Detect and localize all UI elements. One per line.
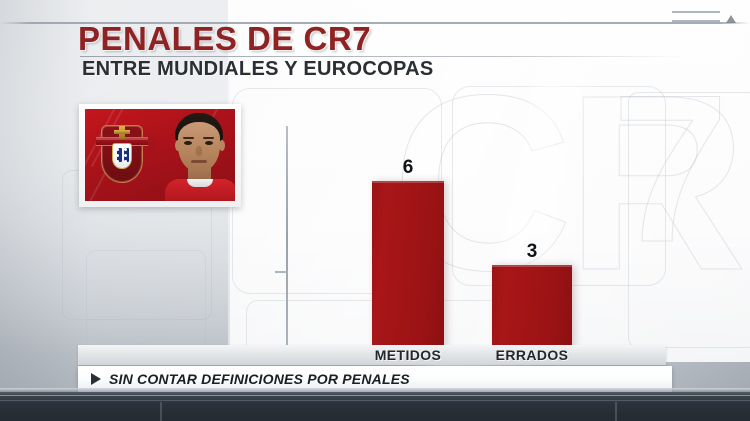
player-photo-frame <box>79 104 241 207</box>
two-lines-triangle-icon <box>660 6 744 32</box>
crest-bezants <box>114 145 130 167</box>
footnote-banner: SIN CONTAR DEFINICIONES POR PENALES <box>78 366 672 392</box>
portrait-nose <box>196 146 202 156</box>
category-label-strip <box>78 345 666 365</box>
portrait-brow-right <box>203 137 214 139</box>
desk-highlight-2 <box>0 400 750 401</box>
category-label-metidos: METIDOS <box>374 347 442 363</box>
player-portrait <box>163 113 235 201</box>
mark-triangle-icon <box>726 15 736 23</box>
chart-axis-tick <box>275 271 287 273</box>
portrait-ear-left <box>175 140 181 151</box>
portrait-brow-left <box>183 137 194 139</box>
play-triangle-icon <box>91 373 101 385</box>
page-subtitle: ENTRE MUNDIALES Y EUROCOPAS <box>82 58 434 80</box>
desk-seam-1 <box>160 402 162 421</box>
desk-highlight-1 <box>0 395 750 396</box>
bar-metidos <box>372 181 444 348</box>
portrait-collar <box>187 179 213 187</box>
portrait-ear-right <box>219 140 225 151</box>
portrait-face <box>178 122 220 172</box>
panel-sheen <box>228 0 750 362</box>
portrait-mouth <box>191 160 207 163</box>
top-rule <box>0 22 750 24</box>
portrait-eye-left <box>184 141 192 145</box>
title-divider <box>80 56 684 57</box>
category-label-errados: ERRADOS <box>495 347 569 363</box>
desk-seam-2 <box>615 402 617 421</box>
footnote-text: SIN CONTAR DEFINICIONES POR PENALES <box>109 371 410 387</box>
bar-value-errados: 3 <box>526 241 538 262</box>
bar-value-metidos: 6 <box>402 157 414 178</box>
page-title: PENALES DE CR7 <box>78 20 372 57</box>
portugal-crest-icon <box>96 125 148 183</box>
chart-y-axis <box>286 126 288 350</box>
player-photo <box>85 109 235 201</box>
mark-line-2 <box>672 20 720 22</box>
crest-cross <box>114 126 130 139</box>
portrait-eye-right <box>205 141 213 145</box>
studio-desk <box>0 392 750 421</box>
mark-line-1 <box>672 11 720 13</box>
bar-errados <box>492 265 572 348</box>
portrait-jersey <box>165 179 235 201</box>
desk-top-edge <box>0 388 750 392</box>
